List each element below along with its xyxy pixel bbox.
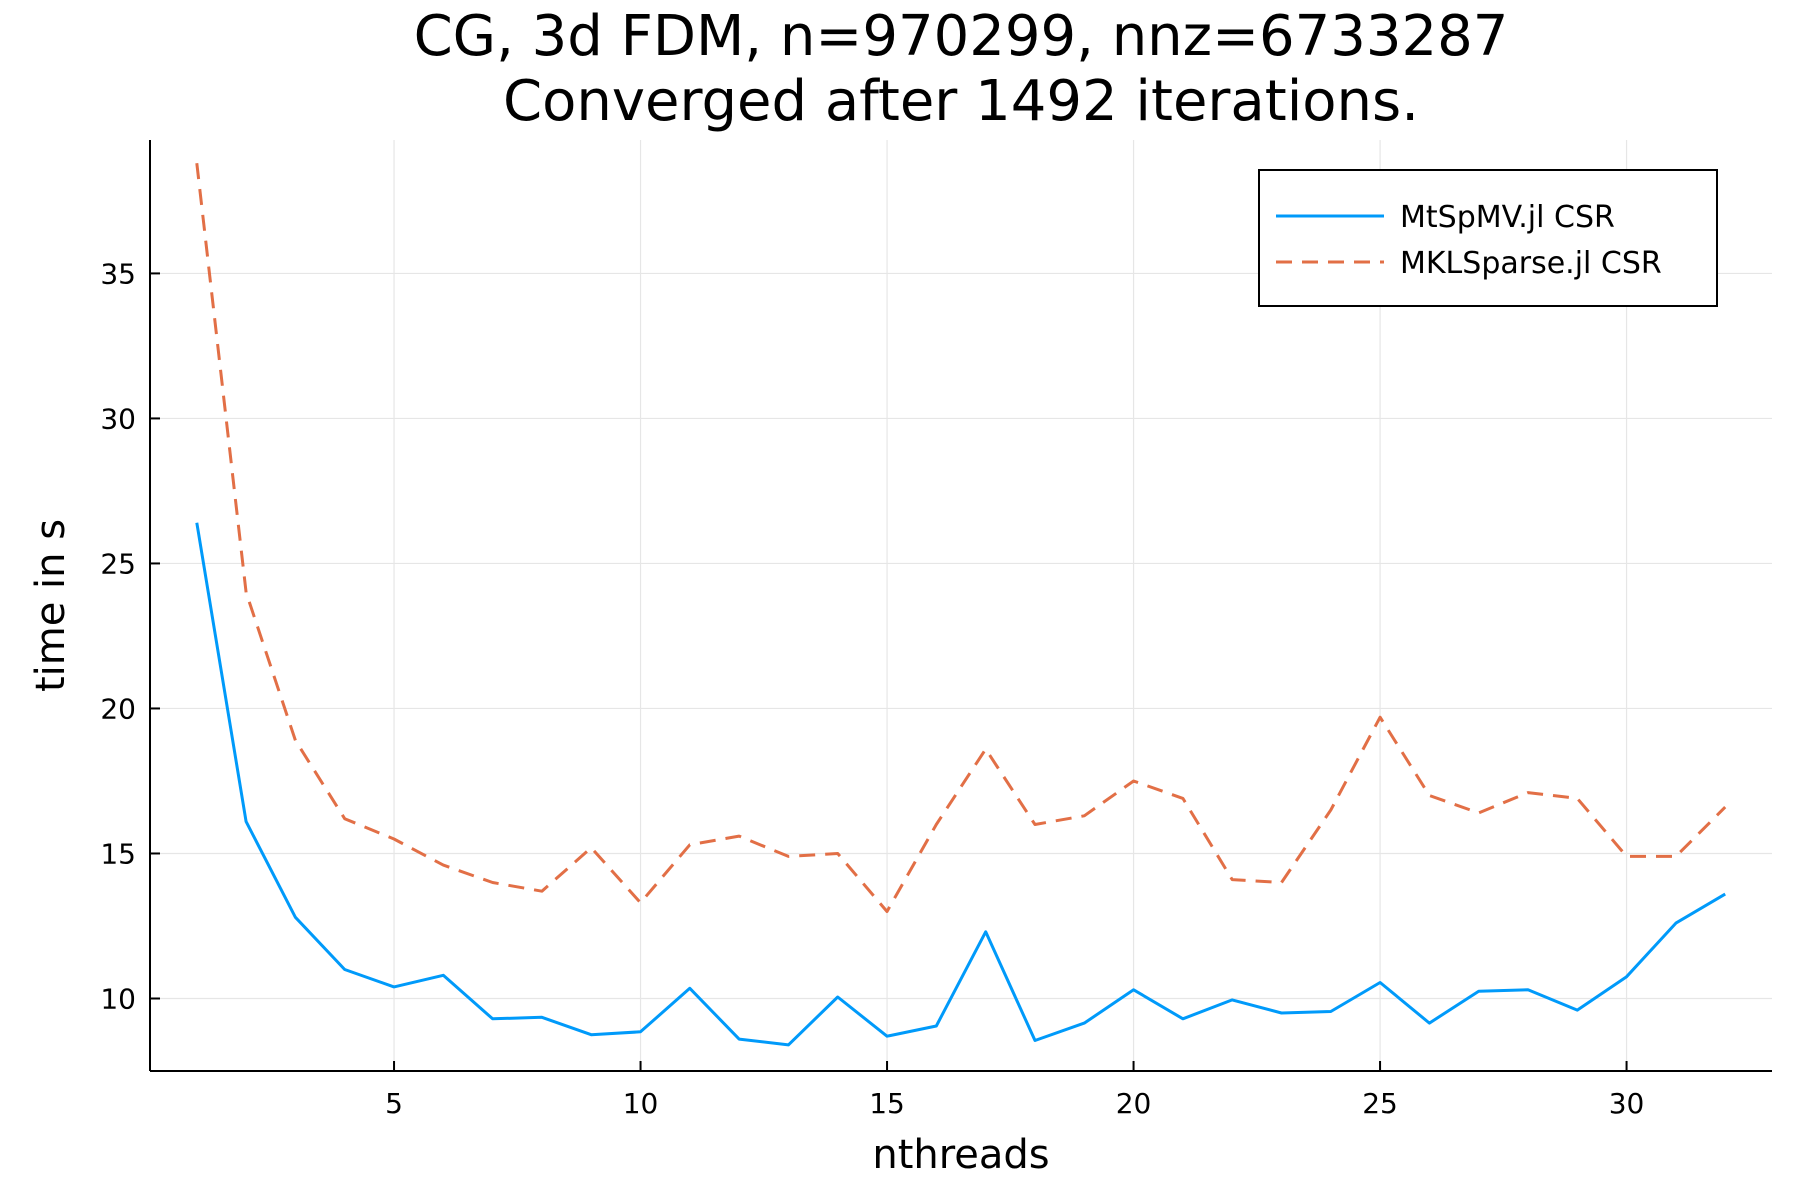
title-layer: CG, 3d FDM, n=970299, nnz=6733287 Conver…	[28, 4, 1508, 1178]
data-point-series-1	[1181, 796, 1185, 800]
data-point-series-1	[1674, 854, 1678, 858]
data-point-series-1	[589, 846, 593, 850]
data-point-series-0	[1033, 1039, 1037, 1043]
legend-box	[1258, 169, 1718, 307]
data-point-series-1	[195, 161, 199, 165]
data-point-series-1	[1477, 811, 1481, 815]
data-point-series-0	[1575, 1008, 1579, 1012]
y-tick-label: 35	[100, 257, 136, 290]
legend: MtSpMV.jl CSR MKLSparse.jl CSR	[1258, 169, 1718, 307]
y-tick-label: 30	[100, 402, 136, 435]
data-point-series-1	[934, 823, 938, 827]
data-point-series-0	[934, 1024, 938, 1028]
data-point-series-0	[1378, 981, 1382, 985]
data-point-series-1	[1132, 779, 1136, 783]
data-point-series-0	[786, 1043, 790, 1047]
data-point-series-1	[1526, 791, 1530, 795]
y-tick-label: 10	[100, 982, 136, 1015]
data-point-series-1	[293, 738, 297, 742]
data-point-series-1	[1575, 796, 1579, 800]
data-point-series-0	[1723, 892, 1727, 896]
data-point-series-1	[885, 910, 889, 914]
data-point-series-1	[1723, 805, 1727, 809]
data-point-series-0	[1427, 1021, 1431, 1025]
data-point-series-1	[343, 817, 347, 821]
data-point-series-0	[1230, 998, 1234, 1002]
axes: 5 10 15 20 25 30 10 15 20 25 30 35	[100, 140, 1772, 1120]
data-point-series-1	[639, 901, 643, 905]
x-tick-label: 15	[869, 1087, 905, 1120]
data-point-series-0	[1674, 921, 1678, 925]
data-point-series-0	[1477, 989, 1481, 993]
data-point-series-0	[1526, 988, 1530, 992]
y-tick-label: 25	[100, 547, 136, 580]
x-tick-label: 25	[1362, 1087, 1398, 1120]
data-point-series-0	[589, 1033, 593, 1037]
x-tick-label: 20	[1116, 1087, 1152, 1120]
chart-subtitle: Converged after 1492 iterations.	[503, 69, 1419, 134]
data-point-series-0	[195, 521, 199, 525]
x-axis-title: nthreads	[872, 1132, 1049, 1178]
data-point-series-1	[1427, 794, 1431, 798]
data-point-series-0	[244, 820, 248, 824]
data-point-series-0	[639, 1030, 643, 1034]
data-point-series-1	[1033, 823, 1037, 827]
data-point-series-1	[786, 854, 790, 858]
data-point-series-1	[1378, 715, 1382, 719]
data-point-series-0	[1625, 975, 1629, 979]
data-point-series-0	[1280, 1011, 1284, 1015]
data-point-series-1	[1280, 881, 1284, 885]
y-tick-label: 20	[100, 692, 136, 725]
x-tick-label: 5	[385, 1087, 403, 1120]
x-tick-label: 30	[1609, 1087, 1645, 1120]
legend-label-mklsparse: MKLSparse.jl CSR	[1400, 246, 1662, 281]
data-point-series-1	[1625, 854, 1629, 858]
data-point-series-0	[1082, 1021, 1086, 1025]
data-point-series-1	[491, 881, 495, 885]
data-point-series-1	[392, 837, 396, 841]
data-point-series-1	[1082, 814, 1086, 818]
y-axis-title: time in s	[28, 519, 74, 692]
data-point-series-0	[441, 973, 445, 977]
data-point-series-0	[984, 930, 988, 934]
data-point-series-1	[244, 590, 248, 594]
data-point-series-1	[836, 852, 840, 856]
x-tick-label: 10	[623, 1087, 659, 1120]
data-point-series-0	[343, 968, 347, 972]
data-point-series-1	[540, 889, 544, 893]
data-point-series-0	[392, 985, 396, 989]
data-point-series-0	[491, 1017, 495, 1021]
data-point-series-1	[737, 834, 741, 838]
data-point-series-1	[1230, 878, 1234, 882]
data-point-series-0	[688, 986, 692, 990]
y-tick-label: 15	[100, 837, 136, 870]
data-point-series-0	[885, 1034, 889, 1038]
data-point-series-0	[836, 995, 840, 999]
chart-title: CG, 3d FDM, n=970299, nnz=6733287	[414, 4, 1509, 69]
data-point-series-0	[1181, 1017, 1185, 1021]
data-point-series-0	[737, 1037, 741, 1041]
data-point-series-1	[1329, 808, 1333, 812]
data-point-series-0	[540, 1015, 544, 1019]
series-layer	[195, 163, 1727, 1047]
data-point-series-1	[984, 747, 988, 751]
data-point-series-0	[1329, 1010, 1333, 1014]
data-point-series-0	[1132, 988, 1136, 992]
legend-label-mtspmv: MtSpMV.jl CSR	[1400, 200, 1615, 235]
data-point-series-1	[688, 843, 692, 847]
data-point-series-0	[293, 915, 297, 919]
series-line-0	[195, 522, 1726, 1047]
data-point-series-1	[441, 863, 445, 867]
